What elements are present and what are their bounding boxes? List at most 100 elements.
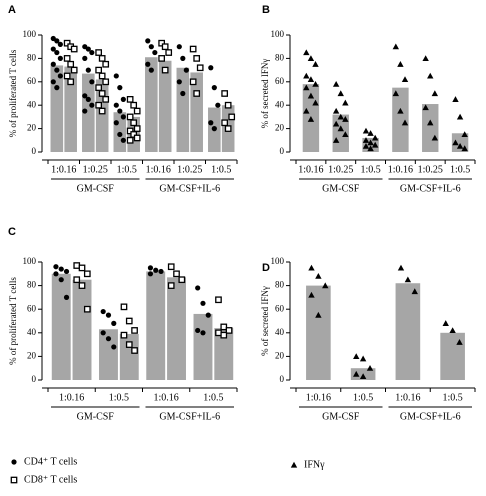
point-square bbox=[102, 60, 110, 68]
y-axis-label: % of proliferated T cells bbox=[8, 49, 18, 137]
y-axis-label: % of secreted IFNγ bbox=[260, 59, 270, 129]
point-square bbox=[130, 101, 138, 109]
group-label: GM-CSF bbox=[322, 411, 360, 422]
point-triangle bbox=[392, 43, 400, 50]
y-tick-label: 100 bbox=[23, 256, 37, 266]
point-square bbox=[189, 45, 197, 53]
point-triangle bbox=[401, 76, 409, 83]
point-triangle bbox=[359, 373, 367, 380]
bar bbox=[145, 57, 158, 153]
point-circle bbox=[176, 44, 182, 50]
point-square bbox=[193, 55, 201, 62]
point-circle bbox=[50, 46, 56, 52]
bar bbox=[193, 313, 213, 380]
point-triangle bbox=[442, 320, 449, 326]
bar bbox=[119, 333, 139, 380]
point-square bbox=[158, 39, 166, 47]
point-circle bbox=[111, 344, 117, 350]
point-triangle bbox=[322, 282, 329, 289]
point-triangle bbox=[307, 116, 315, 122]
x-tick-label: 1:0.16 bbox=[146, 164, 171, 175]
y-tick-label: 40 bbox=[275, 99, 285, 109]
point-triangle bbox=[307, 76, 315, 83]
point-triangle bbox=[337, 90, 344, 97]
point-triangle bbox=[456, 113, 464, 120]
point-square bbox=[73, 276, 81, 284]
bar bbox=[72, 279, 92, 380]
point-circle bbox=[113, 120, 119, 126]
y-tick-label: 60 bbox=[275, 76, 285, 86]
point-circle bbox=[53, 264, 59, 270]
y-axis-label: % of secreted IFNγ bbox=[260, 286, 270, 356]
group-label: GM-CSF+IL-6 bbox=[400, 183, 461, 194]
point-circle bbox=[208, 120, 214, 126]
point-square bbox=[70, 45, 78, 53]
point-square bbox=[158, 55, 166, 62]
point-square bbox=[228, 113, 236, 121]
point-triangle bbox=[404, 276, 412, 283]
point-square bbox=[133, 134, 141, 142]
panel-label: B bbox=[262, 4, 270, 16]
point-square bbox=[133, 125, 141, 132]
bar bbox=[306, 285, 331, 380]
point-triangle bbox=[411, 288, 418, 295]
y-tick-label: 20 bbox=[275, 350, 285, 360]
point-triangle bbox=[401, 119, 409, 126]
point-circle bbox=[148, 67, 154, 73]
point-circle bbox=[85, 96, 91, 102]
point-circle bbox=[105, 336, 112, 342]
point-triangle bbox=[397, 264, 405, 271]
x-tick-label: 1:0.5 bbox=[117, 164, 137, 175]
legend-label: CD4⁺ T cells bbox=[24, 456, 77, 467]
point-square bbox=[95, 84, 103, 91]
point-circle bbox=[57, 41, 63, 47]
point-triangle bbox=[312, 80, 319, 87]
point-square bbox=[167, 282, 175, 289]
point-square bbox=[224, 101, 232, 109]
x-tick-label: 1:0.16 bbox=[59, 392, 84, 403]
y-tick-label: 40 bbox=[275, 327, 285, 337]
point-triangle bbox=[461, 131, 468, 138]
point-circle bbox=[158, 268, 164, 275]
point-triangle bbox=[342, 116, 349, 122]
point-triangle bbox=[342, 131, 349, 138]
point-circle bbox=[113, 102, 119, 108]
x-tick-label: 1:0.16 bbox=[298, 164, 323, 175]
point-circle bbox=[54, 67, 60, 73]
y-tick-label: 80 bbox=[27, 52, 37, 62]
x-tick-label: 1:0.25 bbox=[328, 164, 353, 175]
point-triangle bbox=[452, 139, 459, 146]
point-circle bbox=[54, 49, 60, 56]
point-circle bbox=[100, 308, 106, 315]
panel-label: D bbox=[262, 262, 270, 274]
point-square bbox=[196, 64, 204, 72]
point-circle bbox=[180, 90, 186, 97]
point-triangle bbox=[337, 113, 344, 120]
point-circle bbox=[53, 271, 59, 277]
bar bbox=[440, 332, 465, 380]
point-circle bbox=[57, 55, 63, 62]
point-square bbox=[98, 72, 106, 80]
point-square bbox=[173, 270, 180, 278]
point-triangle bbox=[303, 107, 310, 114]
y-tick-label: 20 bbox=[27, 350, 37, 360]
bar bbox=[146, 271, 166, 380]
point-circle bbox=[89, 79, 95, 85]
point-square bbox=[220, 323, 228, 331]
x-tick-label: 1:0.25 bbox=[177, 164, 202, 175]
point-triangle bbox=[362, 142, 370, 149]
point-square bbox=[215, 296, 222, 304]
point-circle bbox=[176, 79, 182, 85]
point-triangle bbox=[312, 99, 319, 106]
point-circle bbox=[89, 49, 95, 56]
point-circle bbox=[111, 320, 117, 326]
bar bbox=[214, 328, 234, 380]
group-label: GM-CSF bbox=[77, 183, 115, 194]
point-square bbox=[130, 131, 138, 138]
bar bbox=[64, 66, 77, 152]
point-circle bbox=[50, 61, 56, 67]
point-triangle bbox=[353, 353, 360, 359]
point-square bbox=[130, 119, 138, 127]
point-triangle bbox=[452, 96, 459, 102]
point-square bbox=[78, 282, 86, 289]
